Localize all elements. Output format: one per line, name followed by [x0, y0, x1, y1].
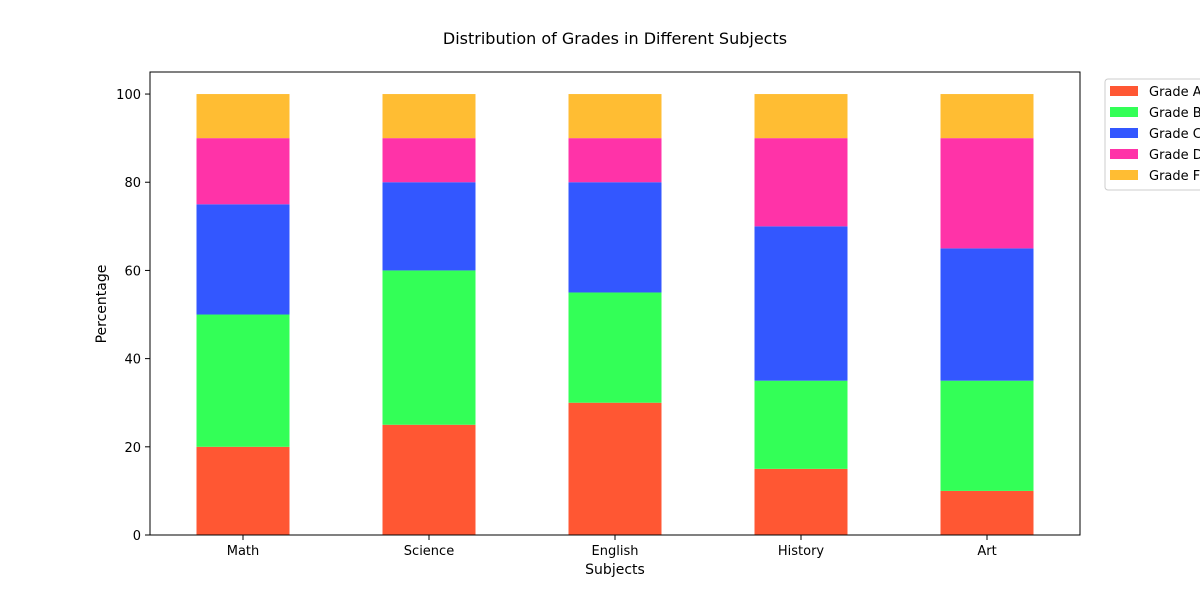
legend-swatch	[1110, 128, 1138, 138]
x-tick-label: Art	[977, 544, 996, 559]
legend-label: Grade F	[1149, 169, 1200, 184]
legend-box	[1104, 78, 1200, 191]
bar-science-grade-d	[382, 138, 476, 183]
x-axis-label: Subjects	[585, 562, 645, 578]
bar-science-grade-b	[382, 270, 476, 425]
bar-math-grade-c	[196, 204, 290, 315]
bar-history-grade-d	[754, 138, 848, 227]
bar-math-grade-f	[196, 94, 290, 139]
y-tick-label: 60	[124, 264, 141, 279]
y-tick-label: 20	[124, 441, 141, 456]
y-tick-label: 80	[124, 176, 141, 191]
x-tick-label: History	[778, 544, 825, 559]
bar-history-grade-c	[754, 226, 848, 381]
bar-english-grade-a	[568, 402, 662, 535]
bar-art-grade-f	[940, 94, 1034, 139]
legend-swatch	[1110, 170, 1138, 180]
bar-science-grade-f	[382, 94, 476, 139]
bar-history-grade-f	[754, 94, 848, 139]
bar-art-grade-a	[940, 490, 1034, 535]
bar-history-grade-a	[754, 468, 848, 535]
y-tick-label: 0	[133, 529, 141, 544]
bar-art-grade-c	[940, 248, 1034, 381]
legend: Grade A Grade B Grade C Grade D Grade F	[1104, 78, 1200, 191]
legend-label: Grade D	[1149, 148, 1200, 163]
legend-swatch	[1110, 107, 1138, 117]
bar-math-grade-b	[196, 314, 290, 447]
axes-layer: Math Science English History Art 0 20 40 60 80 100	[116, 71, 1081, 559]
bar-english-grade-b	[568, 292, 662, 403]
bar-math-grade-d	[196, 138, 290, 205]
legend-label: Grade B	[1149, 106, 1200, 121]
bar-science-grade-a	[382, 424, 476, 535]
legend-swatch	[1110, 86, 1138, 96]
bar-art-grade-d	[940, 138, 1034, 249]
bar-history-grade-b	[754, 380, 848, 469]
bar-math-grade-a	[196, 446, 290, 535]
legend-label: Grade A	[1149, 85, 1200, 100]
x-tick-label: Math	[227, 544, 260, 559]
plot-frame	[149, 71, 1081, 536]
bar-english-grade-d	[568, 138, 662, 183]
legend-label: Grade C	[1149, 127, 1200, 142]
bar-english-grade-f	[568, 94, 662, 139]
bar-art-grade-b	[940, 380, 1034, 491]
bars-layer	[196, 94, 1034, 535]
y-tick-label: 40	[124, 353, 141, 368]
x-tick-label: English	[592, 544, 639, 559]
x-tick-label: Science	[404, 544, 454, 559]
chart-title: Distribution of Grades in Different Subj…	[443, 29, 787, 48]
legend-swatch	[1110, 149, 1138, 159]
bar-english-grade-c	[568, 182, 662, 293]
y-tick-label: 100	[116, 88, 141, 103]
bar-science-grade-c	[382, 182, 476, 271]
y-axis-label: Percentage	[94, 265, 110, 344]
